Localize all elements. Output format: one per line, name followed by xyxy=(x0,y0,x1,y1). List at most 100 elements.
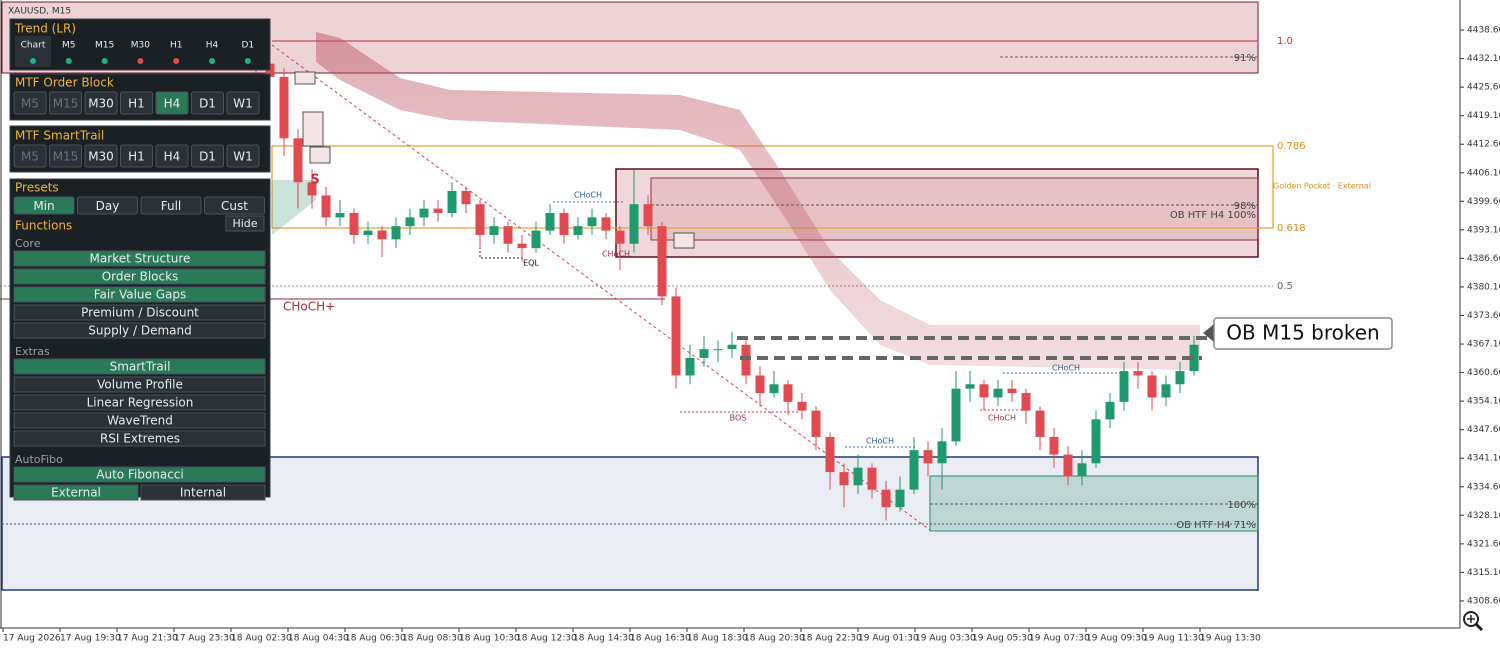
toggle-button[interactable] xyxy=(77,196,138,215)
function-button[interactable] xyxy=(13,322,266,339)
button-label: Auto Fibonacci xyxy=(96,468,184,482)
candle-body xyxy=(573,226,583,235)
candle-body xyxy=(965,384,975,389)
candle-body xyxy=(293,138,303,183)
trend-dot xyxy=(101,58,108,64)
function-button[interactable] xyxy=(13,268,266,285)
candle-body xyxy=(517,243,527,249)
y-tick-label: 4367.16 xyxy=(1467,340,1500,350)
mode-button[interactable] xyxy=(13,484,139,501)
y-tick-label: 4432.16 xyxy=(1467,54,1500,64)
button-label: Volume Profile xyxy=(97,378,183,392)
candle-body xyxy=(1091,419,1101,464)
function-button[interactable] xyxy=(13,358,266,375)
choch-label: CHoCH xyxy=(1052,364,1080,373)
function-button[interactable] xyxy=(13,376,266,393)
button-label: M15 xyxy=(53,150,79,164)
candle-body xyxy=(391,226,401,240)
toggle-button[interactable] xyxy=(84,144,118,168)
toggle-button[interactable] xyxy=(13,144,47,168)
candle-body xyxy=(657,226,667,297)
button-label: M30 xyxy=(88,150,114,164)
panel-title: Presets xyxy=(15,181,59,195)
candle-body xyxy=(279,76,289,139)
function-button[interactable] xyxy=(13,286,266,303)
button-label: H4 xyxy=(164,97,181,111)
button-label: M5 xyxy=(21,150,39,164)
y-tick-label: 4393.16 xyxy=(1467,225,1500,235)
group-title: Extras xyxy=(15,345,50,358)
trend-dot xyxy=(209,58,215,64)
toggle-button[interactable] xyxy=(120,91,153,115)
candle-body xyxy=(447,191,457,213)
toggle-button[interactable] xyxy=(84,91,118,115)
zoom-icon[interactable] xyxy=(1463,611,1484,632)
candle-body xyxy=(307,182,317,196)
toggle-button[interactable] xyxy=(13,196,75,215)
toggle-button[interactable] xyxy=(204,196,265,215)
button-label: Fair Value Gaps xyxy=(94,288,187,302)
toggle-button[interactable] xyxy=(140,196,202,215)
x-tick-label: 18 Aug 16:30 xyxy=(630,634,691,644)
function-button[interactable] xyxy=(13,412,266,429)
x-tick-label: 19 Aug 03:30 xyxy=(915,634,976,644)
fvg-box xyxy=(302,111,324,147)
candle-body xyxy=(1133,371,1143,376)
toggle-button[interactable] xyxy=(155,144,189,168)
candle-body xyxy=(1007,388,1017,394)
golden-pocket xyxy=(271,145,1274,229)
fib-label: 1.0 xyxy=(1277,36,1293,47)
candle-body xyxy=(405,217,415,227)
button-label: External xyxy=(51,486,101,500)
order-block xyxy=(650,177,1259,241)
toggle-button[interactable] xyxy=(155,91,189,115)
toggle-button[interactable] xyxy=(191,144,224,168)
trend-header: M5 xyxy=(62,41,76,51)
toggle-button[interactable] xyxy=(191,91,224,115)
group-title: Core xyxy=(15,237,41,250)
toggle-button[interactable] xyxy=(49,91,82,115)
y-tick-label: 4419.16 xyxy=(1467,111,1500,121)
trend-header: H1 xyxy=(170,41,183,51)
function-button[interactable] xyxy=(13,466,266,483)
toggle-button[interactable] xyxy=(120,144,153,168)
price-axis xyxy=(1460,0,1500,648)
x-tick-label: 17 Aug 19:30 xyxy=(60,634,121,644)
candle-body xyxy=(867,467,877,490)
hide-button[interactable] xyxy=(225,215,265,232)
button-label: Supply / Demand xyxy=(88,324,191,338)
choch-label: CHoCH xyxy=(988,414,1016,423)
function-button[interactable] xyxy=(13,430,266,447)
toggle-button[interactable] xyxy=(49,144,82,168)
callout: OB M15 broken xyxy=(1203,317,1393,350)
candle-body xyxy=(587,217,597,227)
button-label: WaveTrend xyxy=(107,414,173,428)
candle-body xyxy=(489,226,499,235)
callout-text: OB M15 broken xyxy=(1226,321,1379,345)
button-label: M15 xyxy=(53,97,79,111)
candle-body xyxy=(1035,410,1045,437)
x-tick-label: 19 Aug 11:30 xyxy=(1143,634,1204,644)
panel-title: Functions xyxy=(15,219,72,233)
function-button[interactable] xyxy=(13,250,266,267)
y-tick-label: 4308.66 xyxy=(1467,596,1500,606)
candle-body xyxy=(1119,371,1129,402)
mode-button[interactable] xyxy=(140,484,266,501)
candle-body xyxy=(1105,401,1115,420)
candle-body xyxy=(993,388,1003,398)
candle-body xyxy=(699,349,709,358)
function-button[interactable] xyxy=(13,394,266,411)
y-tick-label: 4354.16 xyxy=(1467,397,1500,407)
y-tick-label: 4315.16 xyxy=(1467,568,1500,578)
trend-dot xyxy=(30,58,36,64)
y-tick-label: 4321.66 xyxy=(1467,539,1500,549)
function-button[interactable] xyxy=(13,304,266,321)
y-tick-label: 4341.16 xyxy=(1467,454,1500,464)
candle-body xyxy=(335,212,345,218)
x-tick-label: 17 Aug 2026 xyxy=(3,634,61,644)
candle-body xyxy=(797,401,807,411)
toggle-button[interactable] xyxy=(226,144,260,168)
toggle-button[interactable] xyxy=(226,91,260,115)
eql-line xyxy=(479,215,525,259)
toggle-button[interactable] xyxy=(13,91,47,115)
